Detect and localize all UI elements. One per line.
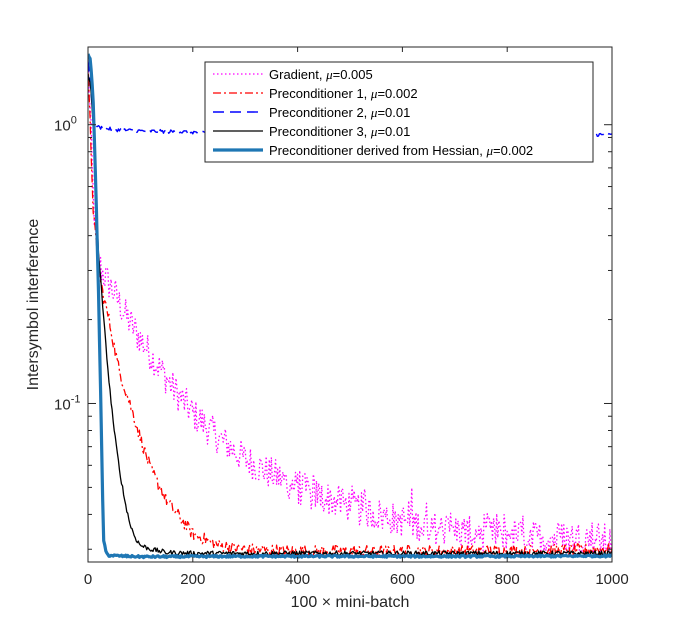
x-tick-label: 800 bbox=[495, 571, 520, 588]
x-tick-label: 200 bbox=[180, 571, 205, 588]
series-line-2 bbox=[88, 62, 612, 558]
series-line-4 bbox=[88, 73, 612, 557]
y-axis: 10-1 100 bbox=[54, 115, 612, 550]
x-tick-label: 1000 bbox=[595, 571, 628, 588]
x-tick-label: 600 bbox=[390, 571, 415, 588]
legend-box bbox=[204, 61, 594, 163]
y-tick-label: 100 bbox=[54, 115, 77, 135]
y-tick-label: 10-1 bbox=[54, 393, 80, 413]
y-axis-label: Intersymbol interference bbox=[25, 219, 42, 391]
axes-box bbox=[87, 46, 613, 563]
legend-label-1: Gradient, μ=0.005 bbox=[269, 67, 373, 82]
legend-label-4: Preconditioner 3, μ=0.01 bbox=[269, 124, 410, 139]
legend-label-2: Preconditioner 1, μ=0.002 bbox=[269, 86, 418, 101]
legend-label-3: Preconditioner 2, μ=0.01 bbox=[269, 105, 410, 120]
x-axis: 0 200 400 600 800 1000 bbox=[84, 47, 629, 588]
x-tick-label: 0 bbox=[84, 571, 92, 588]
x-axis-label: 100 × mini-batch bbox=[291, 594, 410, 611]
series-line-5 bbox=[88, 53, 612, 560]
x-tick-label: 400 bbox=[285, 571, 310, 588]
legend-label-5: Preconditioner derived from Hessian, μ=0… bbox=[269, 143, 533, 158]
legend: Gradient, μ=0.005 Preconditioner 1, μ=0.0… bbox=[204, 61, 594, 163]
